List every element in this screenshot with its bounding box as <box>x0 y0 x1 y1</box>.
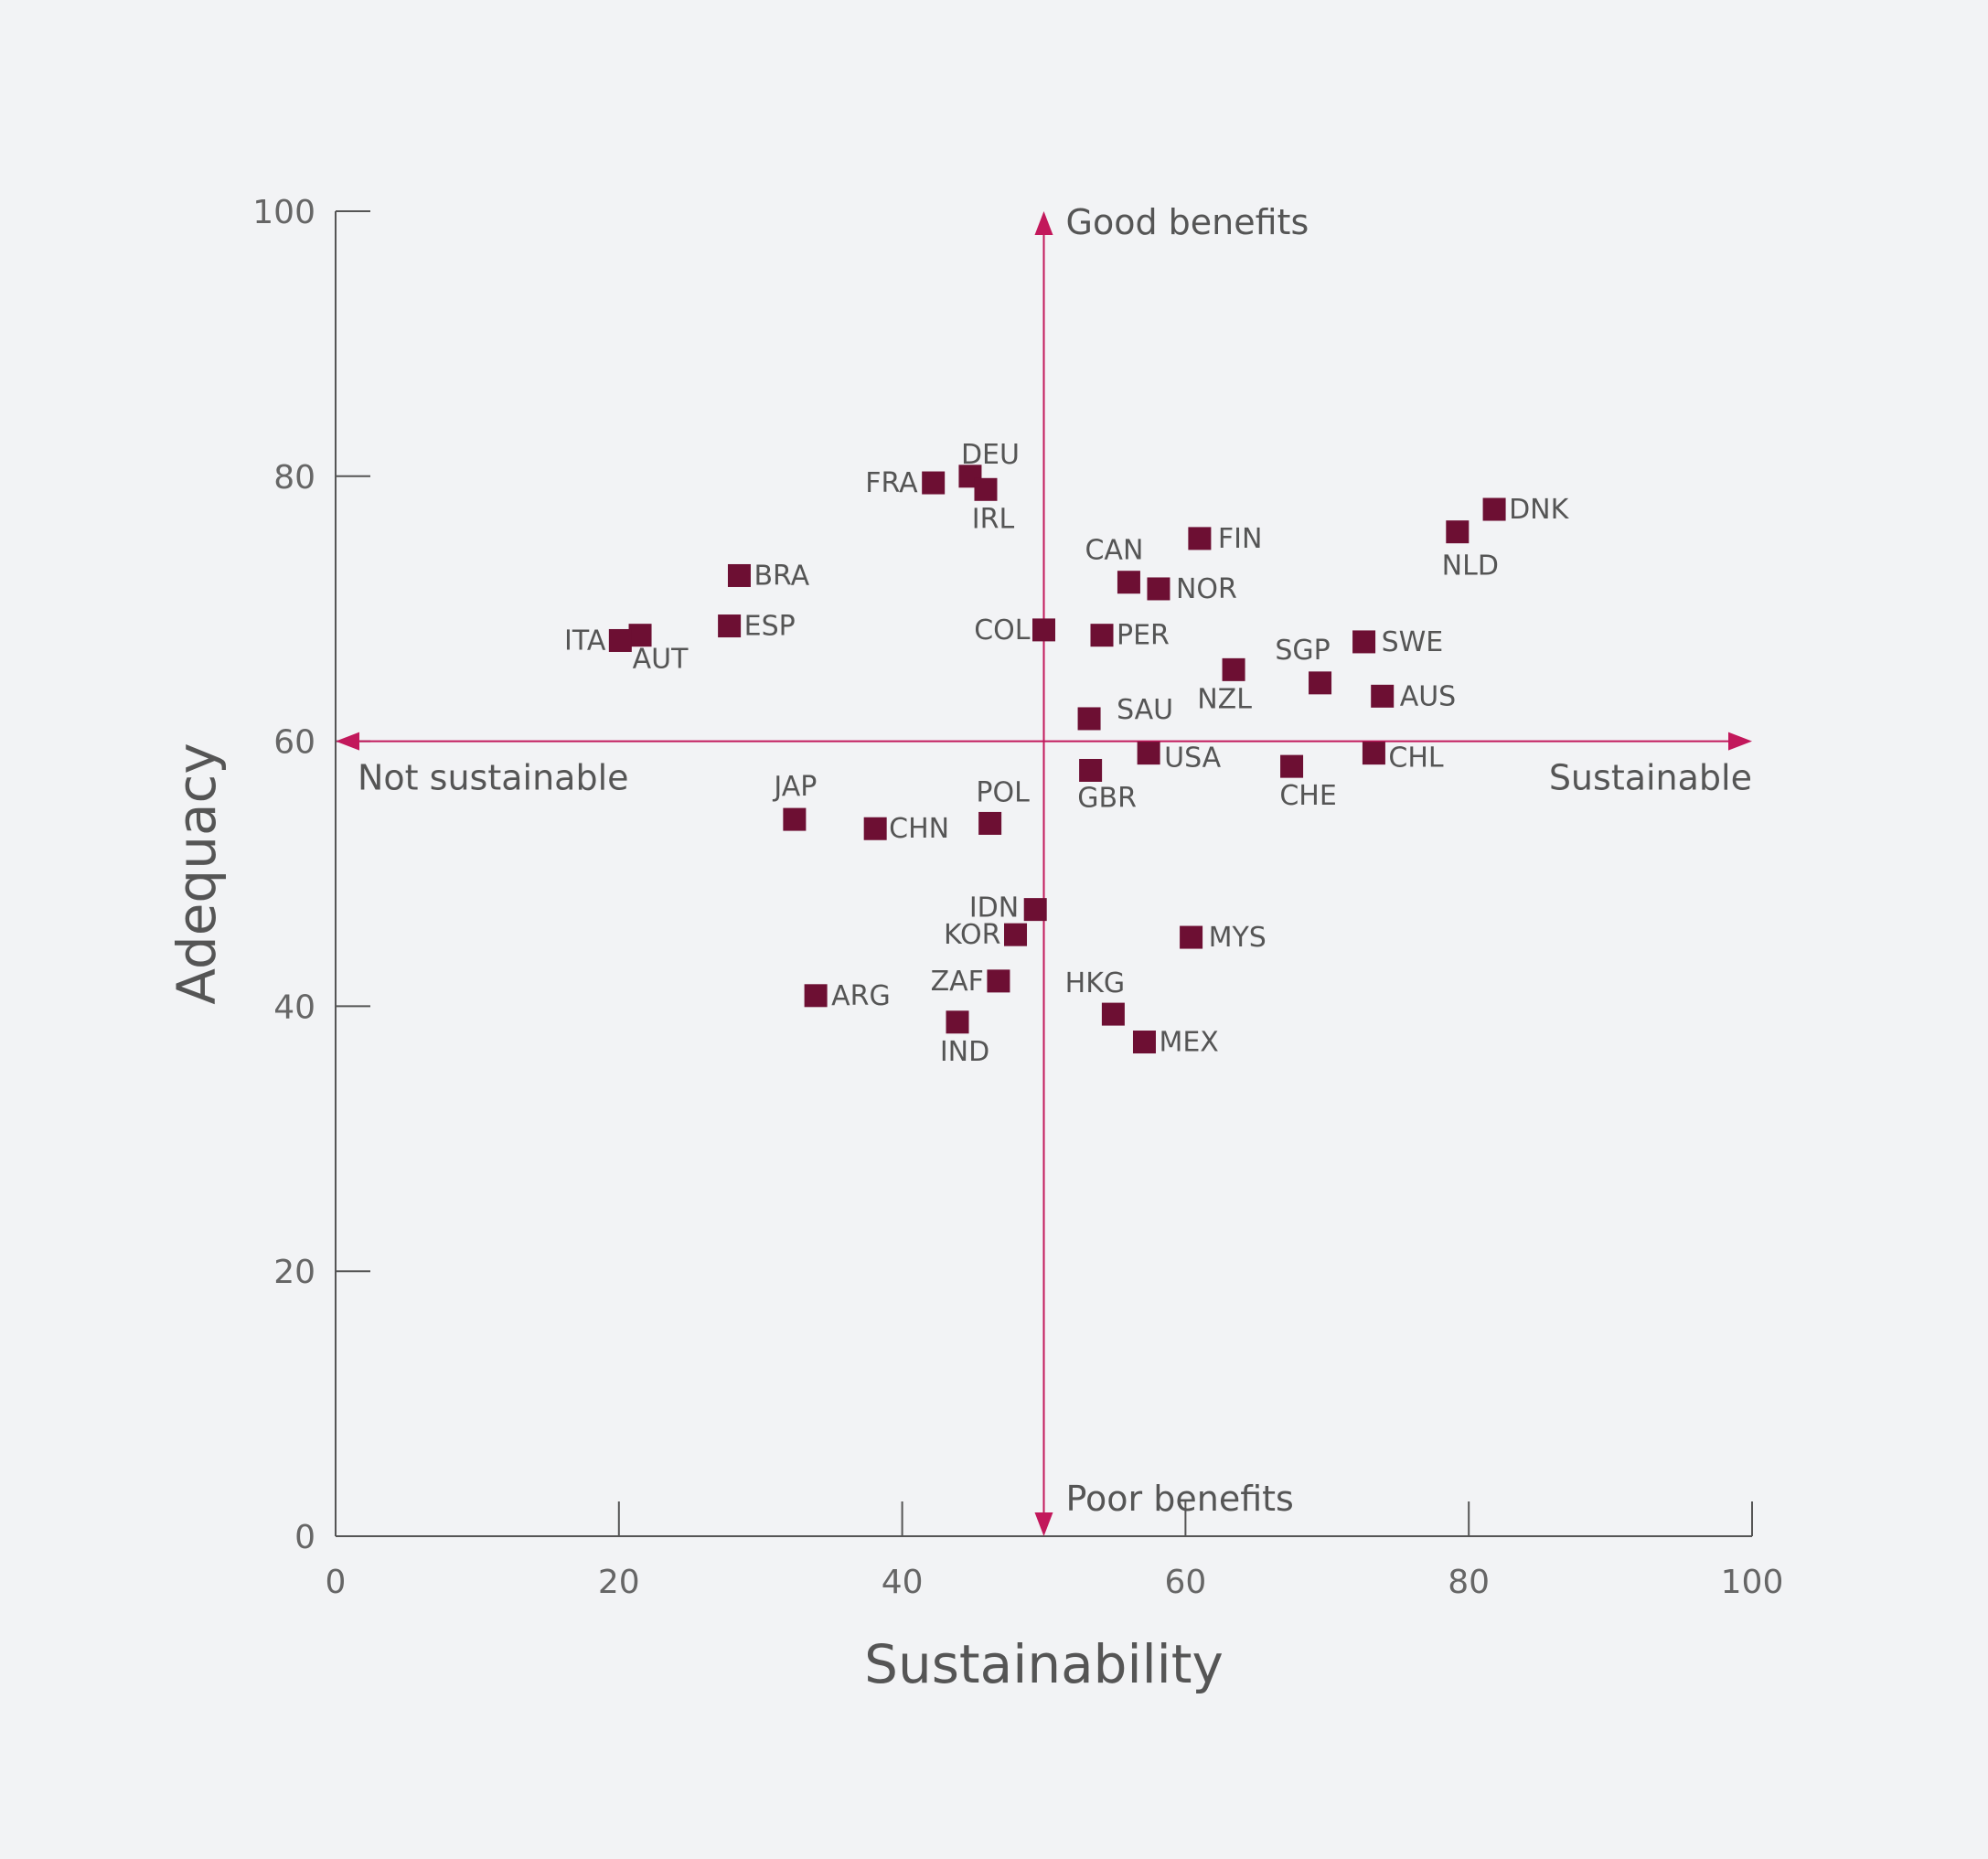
x-tick-label: 100 <box>1721 1564 1784 1601</box>
data-point-nzl <box>1222 657 1245 681</box>
point-label-kor: KOR <box>944 919 1001 951</box>
data-point-hkg <box>1101 1002 1125 1026</box>
data-point-fin <box>1188 527 1212 550</box>
data-point-idn <box>1023 898 1047 922</box>
data-point-gbr <box>1079 758 1103 782</box>
data-point-sgp <box>1309 671 1332 695</box>
data-point-arg <box>804 984 828 1008</box>
point-label-pol: POL <box>976 776 1030 808</box>
text-labels: Good benefits Poor benefits Not sustainabl… <box>358 202 1752 1519</box>
data-point-aus <box>1371 684 1395 708</box>
x-axis-title: Sustainability <box>864 1633 1224 1695</box>
axes: 0 20 40 60 80 100 0 20 40 60 80 100 Sustainability Ad… <box>166 194 1783 1695</box>
point-label-nor: NOR <box>1176 573 1237 605</box>
point-label-swe: SWE <box>1382 626 1444 658</box>
point-label-mys: MYS <box>1209 922 1267 954</box>
arrowhead-down-icon <box>1034 1512 1053 1536</box>
point-label-deu: DEU <box>961 439 1020 471</box>
point-label-fra: FRA <box>865 467 918 499</box>
arrowhead-up-icon <box>1034 211 1053 235</box>
y-tick-label: 60 <box>273 724 315 762</box>
data-point-kor <box>1004 923 1028 946</box>
data-point-chl <box>1362 742 1385 765</box>
point-label-esp: ESP <box>744 611 796 643</box>
point-label-jap: JAP <box>772 771 817 803</box>
point-label-gbr: GBR <box>1077 782 1137 814</box>
data-point-irl <box>974 477 998 501</box>
point-label-nzl: NZL <box>1197 683 1252 715</box>
data-points <box>608 465 1506 1054</box>
data-point-usa <box>1137 742 1160 765</box>
data-point-nld <box>1446 520 1470 544</box>
data-point-aut <box>628 624 652 647</box>
point-label-aut: AUT <box>633 644 689 676</box>
data-point-zaf <box>987 969 1010 993</box>
annotation-good-benefits: Good benefits <box>1066 202 1309 242</box>
x-tick-label: 60 <box>1164 1564 1206 1601</box>
data-point-pol <box>978 811 1002 835</box>
data-point-col <box>1032 618 1055 642</box>
point-label-aus: AUS <box>1400 680 1457 712</box>
x-tick-label: 20 <box>598 1564 640 1601</box>
point-label-sgp: SGP <box>1275 635 1330 667</box>
data-point-can <box>1117 571 1140 594</box>
data-point-per <box>1090 624 1114 647</box>
y-tick-label: 0 <box>294 1519 315 1556</box>
point-label-mex: MEX <box>1159 1027 1218 1059</box>
point-label-chn: CHN <box>889 813 949 845</box>
data-point-fra <box>922 471 946 495</box>
x-tick-label: 80 <box>1448 1564 1490 1601</box>
annotation-sustainable: Sustainable <box>1549 758 1752 798</box>
point-label-sau: SAU <box>1117 694 1173 726</box>
reference-lines <box>336 211 1752 1536</box>
y-tick-label: 80 <box>273 459 315 497</box>
point-label-zaf: ZAF <box>931 966 984 998</box>
y-tick-label: 40 <box>273 988 315 1026</box>
point-label-nld: NLD <box>1442 550 1499 582</box>
data-point-sau <box>1077 707 1101 731</box>
data-point-bra <box>727 563 751 587</box>
point-label-idn: IDN <box>969 892 1019 924</box>
y-tick-label: 100 <box>252 194 315 231</box>
point-label-can: CAN <box>1085 535 1143 567</box>
data-point-ita <box>608 628 632 652</box>
y-tick-label: 20 <box>273 1254 315 1291</box>
point-label-chl: CHL <box>1388 743 1444 775</box>
data-point-swe <box>1352 630 1376 654</box>
point-label-usa: USA <box>1164 743 1222 775</box>
point-label-ind: IND <box>940 1036 989 1068</box>
x-tick-label: 0 <box>326 1564 347 1601</box>
point-label-fin: FIN <box>1218 523 1263 555</box>
arrowhead-left-icon <box>336 732 359 751</box>
data-point-nor <box>1147 577 1170 601</box>
point-label-ita: ITA <box>564 625 606 657</box>
annotation-not-sustainable: Not sustainable <box>358 758 629 798</box>
data-point-ind <box>946 1010 969 1034</box>
data-point-mex <box>1132 1031 1156 1054</box>
annotation-poor-benefits: Poor benefits <box>1066 1479 1294 1519</box>
data-point-chn <box>863 817 887 840</box>
data-point-dnk <box>1482 497 1506 521</box>
point-label-arg: ARG <box>831 980 891 1012</box>
y-axis-title: Adequacy <box>166 743 228 1005</box>
data-point-esp <box>718 614 742 638</box>
point-label-dnk: DNK <box>1509 494 1570 526</box>
data-point-che <box>1280 754 1304 778</box>
point-label-bra: BRA <box>754 560 809 592</box>
point-label-hkg: HKG <box>1065 967 1125 999</box>
data-point-mys <box>1180 925 1203 949</box>
point-label-per: PER <box>1117 620 1170 652</box>
data-point-jap <box>783 807 807 831</box>
x-tick-label: 40 <box>882 1564 924 1601</box>
arrowhead-right-icon <box>1728 732 1752 751</box>
point-label-col: COL <box>974 614 1031 646</box>
point-label-irl: IRL <box>972 503 1015 535</box>
point-label-che: CHE <box>1279 780 1336 812</box>
